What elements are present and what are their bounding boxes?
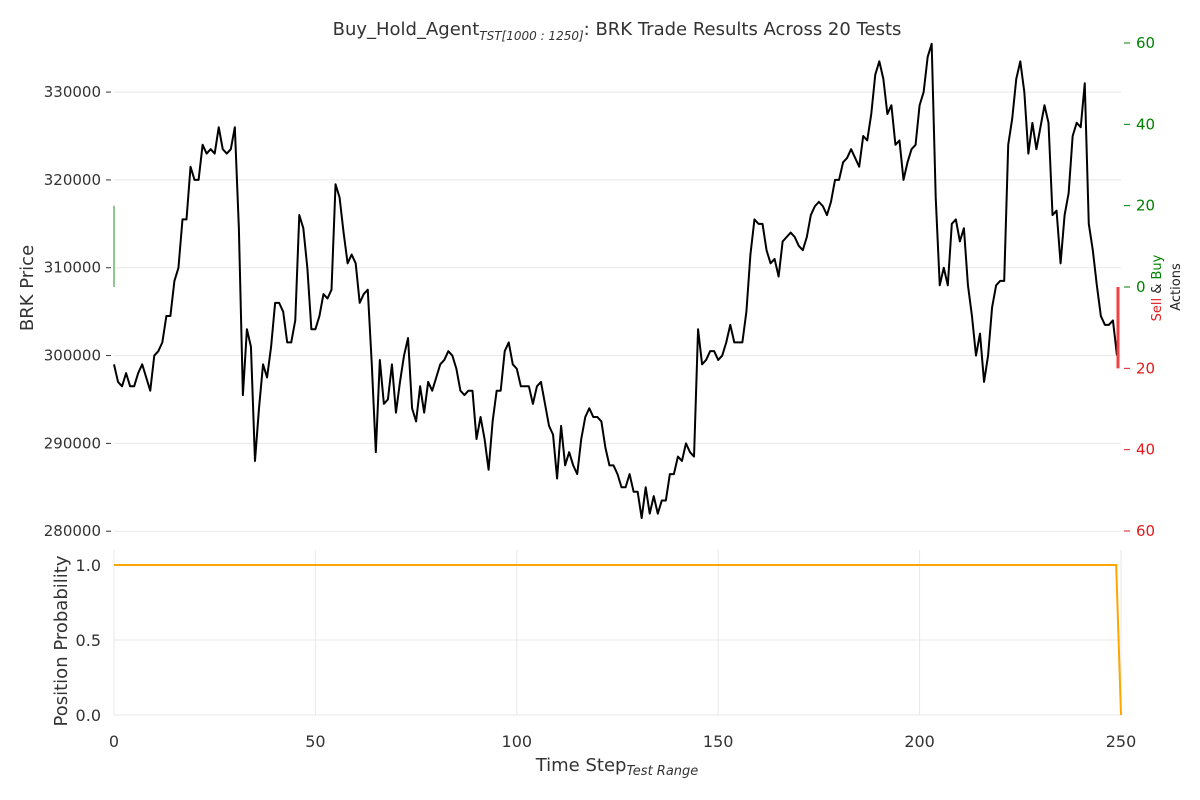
x-tick-label: 200	[904, 732, 935, 751]
actions-y-ticks: 60 40 20 0 20 40 60	[1124, 34, 1155, 540]
x-tick-label: 0	[109, 732, 119, 751]
price-tick-label: 320000	[44, 171, 101, 189]
title-main: Buy_Hold_Agent	[333, 19, 480, 40]
position-tick-label: 1.0	[76, 556, 101, 575]
actions-tick-label: 0	[1136, 278, 1146, 296]
x-label-sub: Test Range	[626, 764, 698, 779]
price-tick-label: 310000	[44, 259, 101, 277]
actions-tick-label: 40	[1136, 115, 1155, 133]
x-axis-label: Time StepTest Range	[535, 755, 699, 779]
actions-tick-label: 40	[1136, 441, 1155, 459]
position-grid	[113, 550, 1122, 716]
position-y-ticks: 0.0 0.5 1.0	[76, 556, 101, 725]
x-tick-label: 150	[703, 732, 734, 751]
position-tick-label: 0.0	[76, 706, 101, 725]
price-grid	[114, 91, 1121, 532]
actions-bars	[113, 205, 1120, 369]
actions-y-label: Sell & Buy	[1150, 254, 1165, 321]
actions-tick-label: 60	[1136, 34, 1155, 52]
price-tick-label: 300000	[44, 347, 101, 365]
title-sub: TST[1000 : 1250]	[479, 29, 584, 43]
price-tick-label: 330000	[44, 83, 101, 101]
actions-label-sell: Sell	[1150, 298, 1165, 321]
x-label-main: Time Step	[535, 755, 627, 776]
x-tick-label: 100	[502, 732, 533, 751]
position-panel: 0.0 0.5 1.0 0 50 100 150 200 250 Position Proba…	[51, 550, 1136, 779]
price-y-ticks: 280000 290000 300000 310000 320000 330000	[44, 83, 111, 540]
title-rest: : BRK Trade Results Across 20 Tests	[584, 19, 902, 40]
actions-tick-label: 60	[1136, 522, 1155, 540]
price-tick-label: 280000	[44, 522, 101, 540]
price-panel: 280000 290000 300000 310000 320000 330000 BRK…	[17, 42, 1121, 540]
x-tick-label: 250	[1106, 732, 1137, 751]
actions-panel: 60 40 20 0 20 40 60 Sell & Buy Actions	[113, 34, 1184, 540]
position-x-ticks: 0 50 100 150 200 250	[109, 732, 1136, 751]
x-tick-label: 50	[305, 732, 325, 751]
price-y-label: BRK Price	[17, 245, 38, 331]
actions-tick-label: 20	[1136, 197, 1155, 215]
actions-y-label-line2: Actions	[1169, 263, 1184, 311]
position-y-label: Position Probability	[51, 555, 72, 726]
price-tick-label: 290000	[44, 434, 101, 452]
position-line	[114, 564, 1122, 716]
actions-label-buy: Buy	[1150, 254, 1165, 279]
actions-tick-label: 20	[1136, 359, 1155, 377]
position-tick-label: 0.5	[76, 631, 101, 650]
chart-title: Buy_Hold_AgentTST[1000 : 1250]: BRK Trad…	[333, 19, 902, 43]
actions-label-and: &	[1150, 284, 1165, 294]
price-line	[113, 42, 1118, 520]
